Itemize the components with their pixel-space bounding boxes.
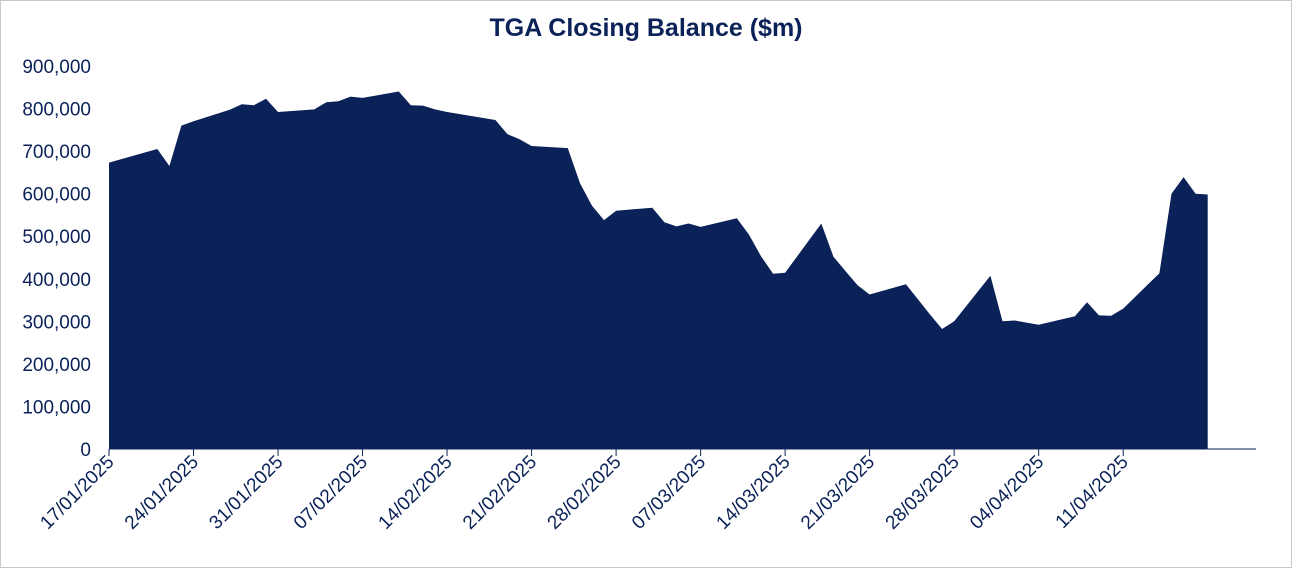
y-axis: 0 100,000 200,000 300,000 400,000 500,000 600,… <box>22 57 91 461</box>
area-layer <box>109 91 1208 449</box>
y-tick-label: 500,000 <box>22 227 91 248</box>
tga-balance-area <box>109 91 1208 449</box>
y-tick-label: 200,000 <box>22 355 91 376</box>
x-tick-label: 31/01/2025 <box>205 452 287 534</box>
y-tick-label: 100,000 <box>22 397 91 418</box>
y-tick-label: 900,000 <box>22 57 91 78</box>
y-tick-label: 800,000 <box>22 100 91 121</box>
y-tick-label: 400,000 <box>22 270 91 291</box>
x-tick-label: 21/03/2025 <box>797 452 879 534</box>
x-tick-label: 07/02/2025 <box>290 452 372 534</box>
y-tick-label: 600,000 <box>22 185 91 206</box>
x-tick-label: 14/03/2025 <box>713 452 795 534</box>
x-tick-label: 21/02/2025 <box>459 452 541 534</box>
chart-title: TGA Closing Balance ($m) <box>489 14 803 42</box>
x-axis: 17/01/2025 24/01/2025 31/01/2025 07/02/2025… <box>36 448 1256 534</box>
x-tick-label: 07/03/2025 <box>628 452 710 534</box>
y-tick-label: 700,000 <box>22 142 91 163</box>
x-tick-label: 24/01/2025 <box>121 452 203 534</box>
x-tick-label: 28/02/2025 <box>544 452 626 534</box>
x-tick-label: 28/03/2025 <box>882 452 964 534</box>
x-tick-label: 11/04/2025 <box>1052 452 1133 533</box>
y-tick-label: 300,000 <box>22 312 91 333</box>
x-tick-label: 04/04/2025 <box>966 452 1048 534</box>
x-tick-label: 17/01/2025 <box>36 452 118 534</box>
x-tick-label: 14/02/2025 <box>375 452 457 534</box>
y-tick-label: 0 <box>80 440 91 461</box>
